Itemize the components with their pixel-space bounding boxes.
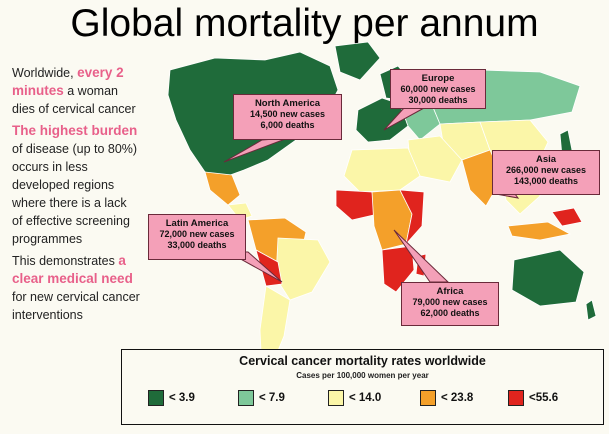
page-title: Global mortality per annum	[70, 2, 539, 45]
region-east-africa	[399, 189, 425, 246]
p3-text-b: for new cervical cancer interventions	[12, 290, 140, 322]
region-west-africa	[335, 189, 379, 221]
callout-asia-name: Asia	[535, 154, 557, 165]
intro-paragraph-2: The highest burden of disease (up to 80%…	[12, 122, 140, 248]
intro-text: Worldwide, every 2 minutes a woman dies …	[12, 64, 140, 328]
callout-latin-america-deaths: 33,000 deaths	[167, 240, 227, 250]
p1-text-b: a woman dies of cervical cancer	[12, 84, 136, 116]
callout-europe-cases: 60,000 new cases	[400, 84, 476, 94]
callout-africa-name: Africa	[436, 286, 464, 297]
intro-paragraph-3: This demonstrates a clear medical need f…	[12, 252, 140, 324]
legend-label: <55.6	[529, 392, 559, 404]
callout-europe-name: Europe	[421, 73, 455, 84]
callout-asia: Asia 266,000 new cases 143,000 deaths	[492, 150, 600, 195]
legend-swatch	[238, 390, 254, 406]
p3-text-a: This demonstrates	[12, 254, 115, 268]
callout-north-america-name: North America	[254, 98, 321, 109]
legend-label: < 14.0	[349, 392, 382, 404]
callout-europe-deaths: 30,000 deaths	[408, 95, 468, 105]
legend-swatch	[148, 390, 164, 406]
legend-swatch	[508, 390, 524, 406]
callout-africa: Africa 79,000 new cases 62,000 deaths	[401, 282, 499, 326]
callout-asia-cases: 266,000 new cases	[505, 165, 587, 175]
legend-subtitle: Cases per 100,000 women per year	[296, 371, 429, 380]
p2-highlight: The highest burden	[12, 123, 138, 138]
region-europe-west	[355, 97, 409, 143]
region-papua	[551, 207, 583, 227]
region-brazil	[275, 237, 331, 301]
callout-asia-deaths: 143,000 deaths	[513, 176, 579, 186]
callout-europe: Europe 60,000 new cases 30,000 deaths	[390, 69, 486, 109]
legend-item: < 3.9	[148, 388, 195, 408]
callout-north-america: North America 14,500 new cases 6,000 dea…	[233, 94, 342, 140]
intro-paragraph-1: Worldwide, every 2 minutes a woman dies …	[12, 64, 140, 118]
legend-item: < 7.9	[238, 388, 285, 408]
region-new-zealand	[585, 299, 597, 321]
region-north-africa	[343, 147, 421, 193]
region-greenland	[334, 41, 381, 81]
legend-title: Cervical cancer mortality rates worldwid…	[239, 354, 486, 368]
region-australia	[511, 249, 585, 307]
legend-swatch	[328, 390, 344, 406]
legend-label: < 3.9	[169, 392, 195, 404]
callout-africa-deaths: 62,000 deaths	[420, 308, 480, 318]
legend: Cervical cancer mortality rates worldwid…	[121, 349, 604, 425]
legend-swatch	[420, 390, 436, 406]
legend-item: <55.6	[508, 388, 558, 408]
p2-text-b: of disease (up to 80%) occurs in less de…	[12, 142, 138, 246]
legend-item: < 23.8	[420, 388, 473, 408]
callout-north-america-deaths: 6,000 deaths	[260, 120, 315, 130]
legend-item: < 14.0	[328, 388, 381, 408]
p1-highlight: every 2 minutes	[12, 65, 124, 98]
callout-north-america-cases: 14,500 new cases	[249, 109, 326, 119]
region-indonesia	[507, 221, 572, 241]
p1-text-a: Worldwide,	[12, 66, 74, 80]
callout-latin-america-cases: 72,000 new cases	[159, 229, 235, 239]
p3-highlight: a clear medical need	[12, 253, 133, 286]
region-mexico	[204, 171, 241, 206]
callout-africa-cases: 79,000 new cases	[412, 297, 488, 307]
callout-latin-america-name: Latin America	[165, 218, 229, 229]
callout-latin-america: Latin America 72,000 new cases 33,000 de…	[148, 214, 246, 260]
legend-label: < 7.9	[259, 392, 285, 404]
legend-label: < 23.8	[441, 392, 474, 404]
